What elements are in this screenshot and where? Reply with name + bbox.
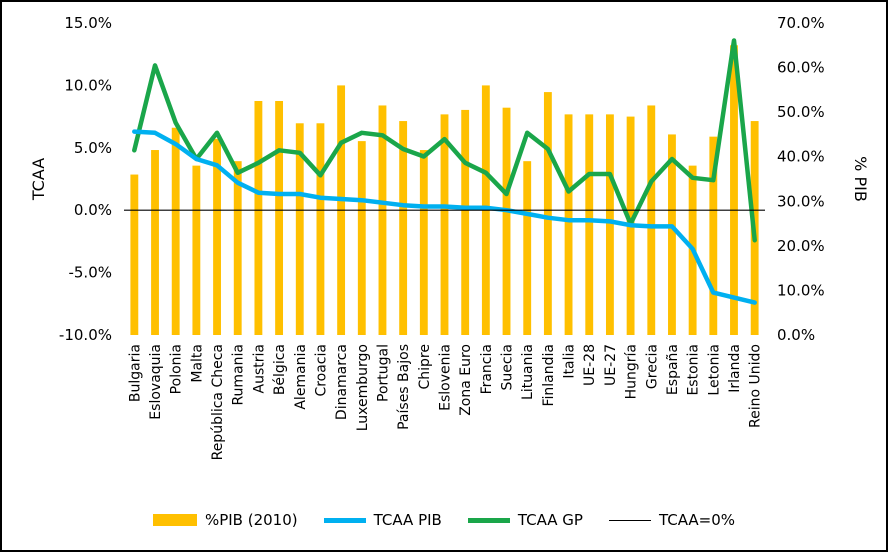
- left-tick-label: -10.0%: [59, 326, 112, 344]
- category-label: Croacia: [313, 344, 329, 397]
- legend-label: TCAA=0%: [658, 511, 736, 529]
- category-label: Eslovenia: [438, 344, 454, 411]
- left-tick-label: 5.0%: [74, 139, 112, 157]
- category-label: Grecia: [644, 344, 660, 389]
- category-label: UE-27: [603, 344, 619, 386]
- right-tick-label: 0.0%: [777, 326, 815, 344]
- bar-13: [399, 121, 408, 335]
- bar-7: [275, 101, 284, 335]
- legend-swatch-line-blue: [323, 517, 366, 523]
- bar-1: [151, 150, 159, 335]
- legend-swatch-bar: [152, 514, 197, 526]
- category-label: Polonia: [169, 344, 185, 394]
- bar-5: [233, 161, 242, 335]
- legend-item-pib-2010: %PIB (2010): [152, 511, 298, 529]
- bar-9: [316, 123, 325, 336]
- right-tick-label: 20.0%: [777, 237, 825, 255]
- bar-20: [543, 92, 552, 335]
- bar-28: [709, 136, 718, 335]
- category-label: Bulgaria: [127, 344, 143, 402]
- category-label: Lituania: [520, 344, 536, 400]
- right-tick-label: 70.0%: [777, 14, 825, 32]
- category-label: Letonia: [706, 344, 722, 396]
- left-tick-label: 10.0%: [64, 76, 112, 94]
- category-label: Luxemburgo: [355, 344, 371, 431]
- bar-4: [213, 138, 221, 335]
- bar-29: [730, 45, 738, 336]
- category-label: Países Bajos: [396, 344, 412, 430]
- bar-3: [192, 165, 201, 335]
- left-tick-label: -5.0%: [68, 264, 112, 282]
- category-label: Reino Unido: [748, 344, 764, 428]
- category-label: Malta: [189, 344, 205, 383]
- category-label: Austria: [251, 344, 267, 393]
- category-label: Hungría: [624, 344, 640, 399]
- chart-legend: %PIB (2010) TCAA PIB TCAA GP TCAA=0%: [0, 508, 888, 532]
- legend-label: TCAA PIB: [373, 511, 442, 529]
- category-label: Suecia: [500, 344, 516, 391]
- bar-15: [440, 114, 449, 335]
- legend-swatch-line-green: [467, 517, 510, 523]
- bar-21: [564, 114, 573, 335]
- bar-16: [461, 109, 470, 336]
- bar-0: [130, 174, 139, 335]
- left-axis-title: TCAA: [29, 158, 48, 201]
- right-tick-label: 50.0%: [777, 103, 825, 121]
- category-label: Zona Euro: [458, 344, 474, 416]
- bar-6: [254, 101, 263, 335]
- category-label: Italia: [562, 344, 578, 379]
- series-line-tcaa-pib: [132, 129, 757, 305]
- series-line-tcaa-gp: [132, 38, 757, 243]
- bar-25: [647, 105, 656, 335]
- left-tick-label: 15.0%: [64, 14, 112, 32]
- right-tick-label: 10.0%: [777, 281, 825, 299]
- category-label: Chipre: [417, 344, 433, 390]
- right-tick-label: 40.0%: [777, 148, 825, 166]
- category-label: UE-28: [582, 344, 598, 386]
- right-axis-title: % PIB: [851, 156, 870, 202]
- category-label: Rumania: [231, 344, 247, 406]
- category-label: Dinamarca: [334, 344, 350, 420]
- legend-item-tcaa-pib: TCAA PIB: [323, 511, 442, 529]
- bar-11: [357, 141, 366, 335]
- right-tick-label: 60.0%: [777, 59, 825, 77]
- category-label: Portugal: [375, 344, 391, 402]
- legend-item-zero-line: TCAA=0%: [608, 511, 736, 529]
- category-label: Irlanda: [727, 344, 743, 393]
- legend-item-tcaa-gp: TCAA GP: [467, 511, 583, 529]
- bar-14: [419, 150, 428, 335]
- category-label: Bélgica: [272, 344, 288, 395]
- category-label: Francia: [479, 344, 495, 394]
- bar-2: [171, 127, 180, 335]
- category-label: Eslovaquia: [148, 344, 164, 420]
- bar-19: [523, 161, 532, 335]
- legend-label: TCAA GP: [517, 511, 583, 529]
- bar-26: [668, 134, 676, 335]
- category-label: España: [665, 344, 681, 395]
- legend-swatch-line-black: [608, 519, 651, 521]
- bar-18: [502, 107, 511, 335]
- category-label: Finlandia: [541, 344, 557, 407]
- bar-23: [605, 114, 614, 335]
- bar-8: [295, 123, 304, 336]
- right-tick-label: 30.0%: [777, 192, 825, 210]
- category-label: Alemania: [293, 344, 309, 410]
- category-label: República Checa: [210, 344, 226, 460]
- category-label: Estonia: [686, 344, 702, 396]
- legend-label: %PIB (2010): [204, 511, 298, 529]
- bar-12: [378, 105, 387, 335]
- bar-22: [585, 114, 594, 335]
- left-tick-label: 0.0%: [74, 201, 112, 219]
